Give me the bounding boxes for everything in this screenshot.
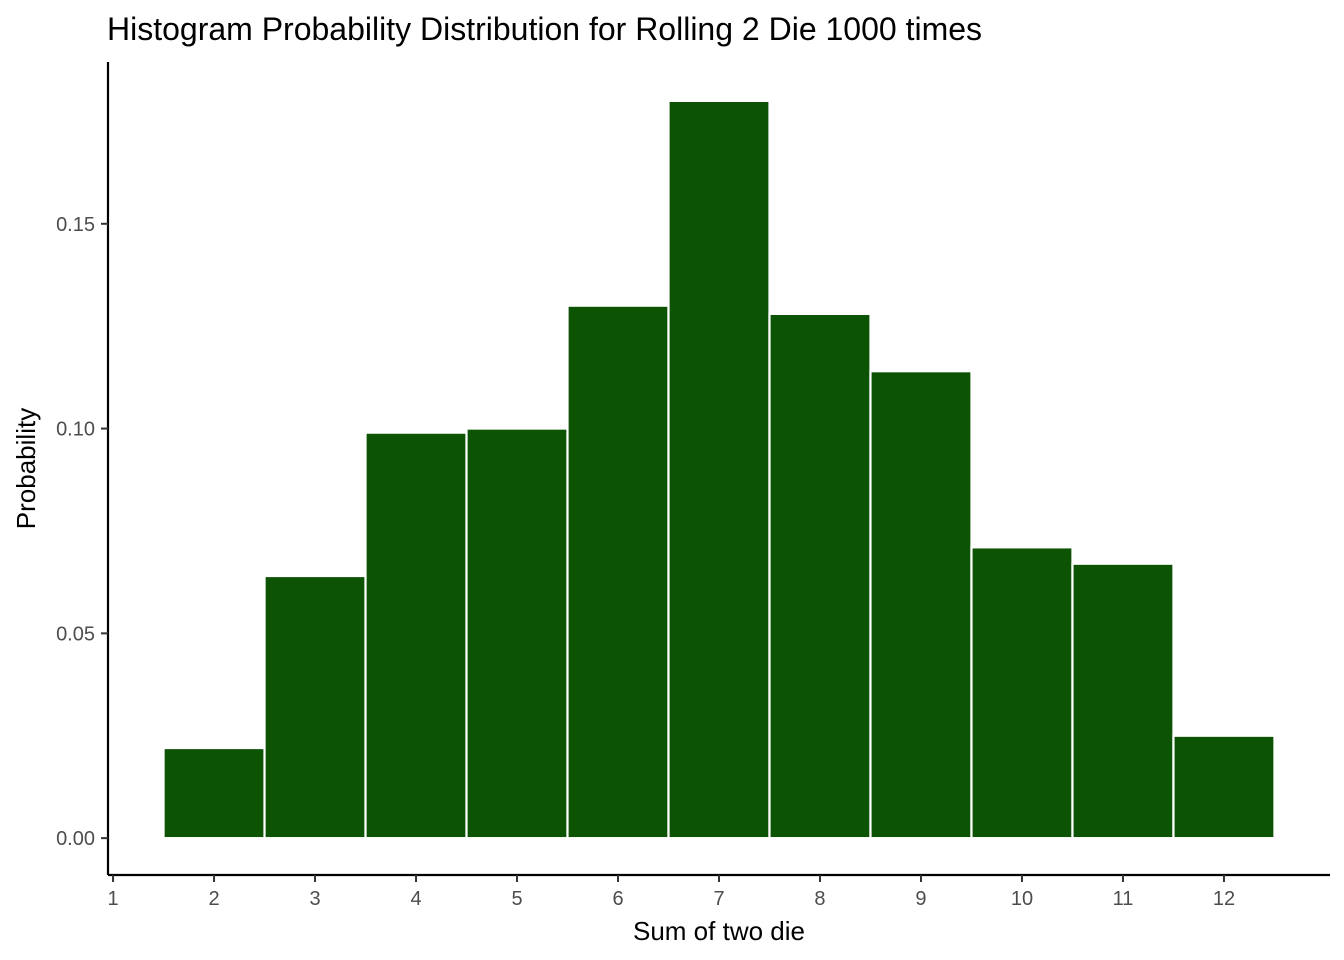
histogram-bar-12 xyxy=(1172,734,1276,840)
y-tick-label: 0.10 xyxy=(56,419,95,441)
x-axis-ticks: 1 2 3 4 5 6 7 8 9 10 11 12 xyxy=(107,875,1235,910)
histogram-bar-7 xyxy=(667,99,771,840)
x-tick-label: 3 xyxy=(309,888,320,910)
x-tick-label: 1 xyxy=(107,888,118,910)
y-tick-label: 0.05 xyxy=(56,623,95,645)
x-tick-label: 7 xyxy=(713,888,724,910)
histogram-bar-11 xyxy=(1071,562,1175,840)
histogram-bar-10 xyxy=(970,546,1074,840)
x-tick-label: 10 xyxy=(1011,888,1033,910)
histogram-bar-5 xyxy=(465,427,569,840)
histogram-bar-3 xyxy=(263,574,367,840)
histogram-bar-6 xyxy=(566,304,670,840)
histogram-bar-2 xyxy=(162,746,266,840)
histogram-bar-4 xyxy=(364,431,468,840)
y-tick-label: 0.00 xyxy=(56,828,95,850)
x-tick-label: 2 xyxy=(208,888,219,910)
y-axis-title: Probability xyxy=(11,408,41,529)
x-tick-label: 11 xyxy=(1113,888,1134,910)
bars-group xyxy=(162,99,1276,840)
y-axis-ticks: 0.00 0.05 0.10 0.15 xyxy=(56,214,108,850)
x-tick-label: 8 xyxy=(814,888,825,910)
x-tick-label: 9 xyxy=(915,888,926,910)
x-tick-label: 6 xyxy=(612,888,623,910)
histogram-bar-9 xyxy=(869,370,973,840)
histogram-bar-8 xyxy=(768,312,872,840)
x-tick-label: 5 xyxy=(511,888,522,910)
x-axis-title: Sum of two die xyxy=(633,916,805,946)
x-tick-label: 12 xyxy=(1213,888,1235,910)
y-tick-label: 0.15 xyxy=(56,214,95,236)
x-tick-label: 4 xyxy=(410,888,421,910)
chart-title: Histogram Probability Distribution for R… xyxy=(107,11,982,47)
